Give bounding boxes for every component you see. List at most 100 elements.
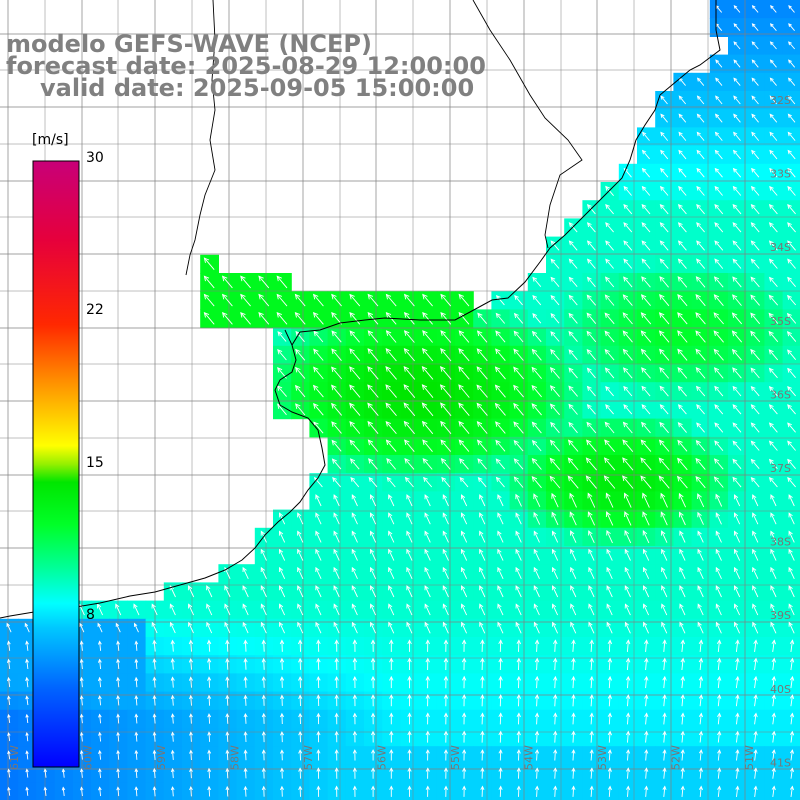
wind-arrow [695, 385, 706, 397]
wind-arrow [423, 476, 433, 488]
wind-arrow [550, 349, 560, 361]
wind-arrow [678, 492, 687, 508]
wind-arrow [787, 113, 796, 123]
wind-arrow [403, 384, 416, 398]
wind-arrow [477, 476, 487, 488]
wind-arrow [586, 367, 596, 379]
wind-arrow [752, 494, 759, 507]
wind-arrow [714, 404, 724, 415]
colorbar [32, 160, 80, 768]
colorbar-gradient [32, 160, 80, 768]
wind-arrow [732, 185, 742, 196]
wind-arrow [660, 492, 668, 508]
wind-arrow [768, 440, 778, 451]
wind-arrow [494, 402, 506, 416]
wind-arrow [769, 149, 778, 160]
wind-arrow [368, 458, 378, 470]
wind-arrow [642, 131, 650, 141]
wind-arrow [641, 421, 651, 434]
wind-arrow [695, 348, 706, 361]
wind-arrow [751, 95, 759, 105]
wind-arrow [732, 440, 742, 451]
wind-arrow [622, 475, 634, 489]
wind-arrow [624, 511, 632, 526]
wind-arrow [715, 530, 722, 543]
wind-arrow [331, 366, 343, 380]
wind-arrow [495, 312, 506, 324]
wind-arrow [604, 421, 615, 434]
wind-arrow [550, 331, 560, 342]
wind-arrow [750, 203, 760, 215]
wind-arrow [714, 203, 724, 215]
wind-arrow [732, 167, 742, 178]
wind-arrow [768, 422, 778, 433]
wind-arrow [533, 493, 541, 507]
wind-arrow [714, 422, 724, 433]
wind-arrow [367, 330, 379, 343]
wind-arrow [568, 240, 578, 251]
speed-cell [782, 527, 800, 547]
wind-arrow [385, 330, 397, 343]
wind-arrow [640, 330, 652, 343]
wind-arrow [549, 475, 561, 489]
wind-arrow [551, 548, 559, 561]
wind-arrow [622, 421, 633, 434]
wind-arrow [367, 439, 379, 452]
wind-arrow [605, 185, 614, 196]
wind-arrow [787, 349, 797, 360]
wind-arrow [696, 77, 705, 86]
wind-arrow [550, 313, 560, 324]
wind-arrow [733, 512, 741, 525]
wind-arrow [297, 548, 304, 561]
wind-arrow [659, 222, 669, 233]
wind-arrow [386, 458, 397, 470]
wind-arrow [533, 548, 540, 561]
wind-arrow [294, 384, 306, 398]
speed-cell [782, 127, 800, 147]
wind-arrow [640, 312, 652, 325]
wind-arrow [403, 293, 415, 307]
wind-arrow [696, 149, 705, 160]
wind-arrow [715, 59, 723, 68]
wind-arrow [750, 185, 760, 196]
wind-arrow [586, 439, 597, 452]
wind-arrow [476, 439, 488, 452]
wind-arrow [567, 475, 579, 489]
wind-arrow [367, 348, 379, 362]
speed-cell [782, 546, 800, 565]
wind-arrow [640, 457, 652, 471]
wind-arrow [623, 276, 633, 288]
wind-arrow [403, 402, 416, 417]
wind-arrow [404, 458, 415, 470]
wind-arrow [787, 367, 796, 378]
wind-arrow [369, 512, 377, 525]
wind-arrow [713, 312, 724, 325]
wind-arrow [641, 222, 651, 233]
wind-arrow [605, 222, 614, 233]
wind-arrow [788, 5, 795, 13]
wind-arrow [768, 222, 778, 233]
wind-arrow [513, 366, 524, 380]
wind-arrow [495, 348, 506, 361]
wind-arrow [349, 458, 360, 470]
wind-arrow [787, 258, 796, 269]
wind-arrow [570, 548, 577, 561]
wind-arrow [768, 276, 778, 287]
speed-cell [782, 382, 800, 401]
wind-arrow [768, 294, 779, 306]
wind-arrow [787, 422, 796, 433]
wind-arrow [586, 276, 596, 288]
wind-arrow [677, 294, 688, 307]
wind-arrow [424, 548, 431, 561]
wind-arrow [659, 385, 669, 397]
lon-label: 53W [596, 745, 609, 770]
wind-arrow [623, 258, 633, 269]
wind-arrow [385, 366, 397, 380]
wind-arrow [642, 511, 650, 526]
wind-arrow [788, 530, 795, 543]
wind-arrows [6, 5, 797, 797]
wind-arrow [476, 384, 488, 398]
wind-arrow [733, 494, 741, 507]
border-uruguay-brazil [472, 0, 583, 249]
wind-arrow [658, 312, 670, 325]
